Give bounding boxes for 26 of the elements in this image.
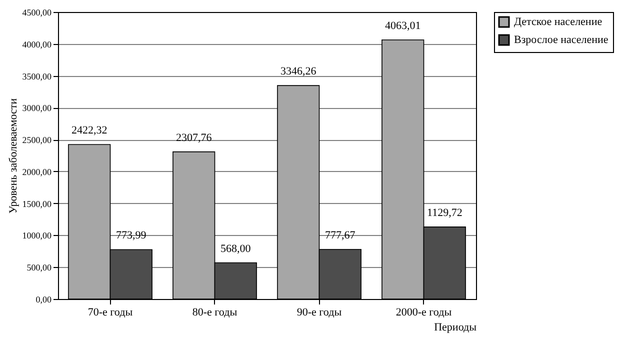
y-tick-label: 1000,00 bbox=[22, 230, 52, 241]
data-label: 1129,72 bbox=[426, 206, 462, 219]
data-label: 568,00 bbox=[220, 242, 252, 255]
data-label: 773,99 bbox=[116, 230, 147, 242]
y-tick-label: 1500,00 bbox=[22, 198, 52, 209]
legend-label: Детское население bbox=[514, 16, 602, 28]
x-tick-label: 90-е годы bbox=[296, 306, 342, 318]
y-tick-label: 2000,00 bbox=[22, 166, 52, 177]
y-tick-label: 3000,00 bbox=[22, 103, 52, 114]
data-label: 2307,76 bbox=[176, 132, 212, 144]
data-label: 2422,32 bbox=[71, 124, 108, 137]
x-tick-label: 80-е годы bbox=[192, 306, 238, 318]
legend-label: Взрослое население bbox=[514, 34, 608, 46]
data-label: 3346,26 bbox=[280, 66, 317, 78]
y-tick-label: 4500,00 bbox=[22, 8, 52, 18]
y-tick-label: 2500,00 bbox=[22, 135, 52, 146]
y-tick-label: 0,00 bbox=[36, 294, 52, 304]
y-tick-label: 3500,00 bbox=[22, 71, 52, 82]
y-tick-label: 500,00 bbox=[26, 262, 52, 273]
x-tick-label: 70-е годы bbox=[88, 306, 134, 318]
y-tick-label: 4000,00 bbox=[22, 39, 52, 50]
x-axis-title: Периоды bbox=[434, 322, 478, 334]
x-tick-label: 2000-е годы bbox=[396, 306, 452, 318]
data-label: 777,67 bbox=[325, 229, 356, 242]
y-axis-title: Уровень заболеваемости bbox=[7, 98, 20, 214]
data-label: 4063,01 bbox=[384, 20, 421, 32]
